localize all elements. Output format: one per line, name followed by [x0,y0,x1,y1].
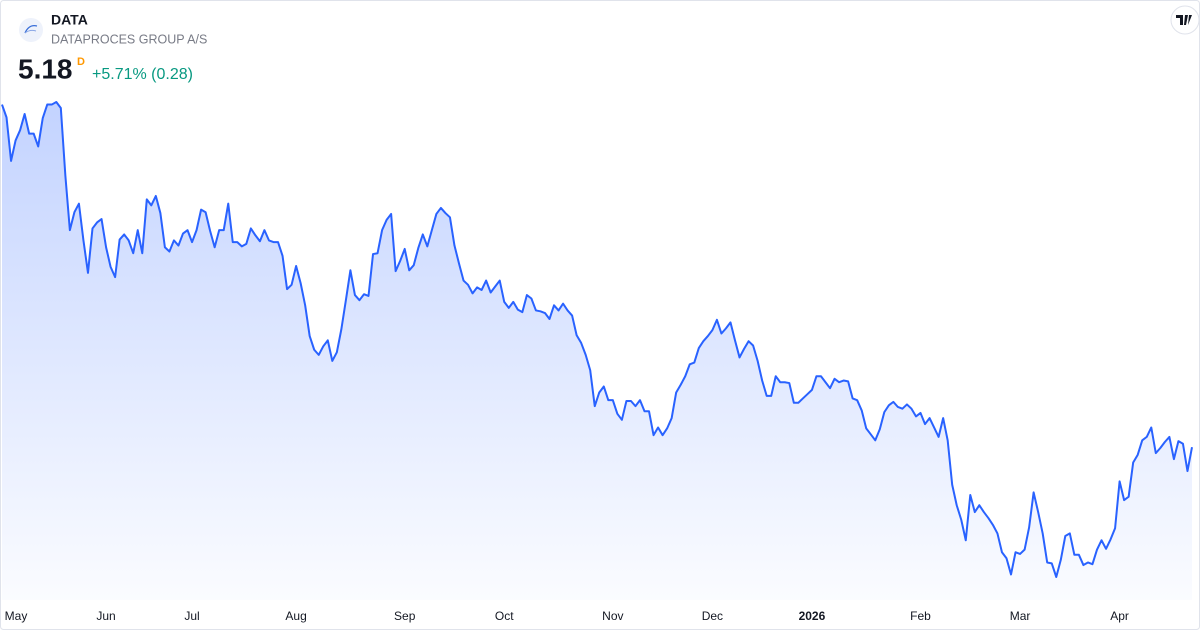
symbol-logo [19,18,43,42]
x-tick-label: Aug [285,609,306,623]
x-tick-label: Mar [1010,609,1031,623]
plot [1,101,1193,600]
x-tick-label: May [5,609,28,623]
x-axis: May Jun Jul Aug Sep Oct Nov Dec 2026 Feb Mar Apr [5,609,1129,623]
symbol: DATA [51,12,88,28]
x-tick-label: Oct [495,609,514,623]
x-tick-label: 2026 [799,609,826,623]
interval: D [77,56,85,68]
change: +5.71% (0.28) [92,66,193,83]
tradingview-logo[interactable] [1170,5,1200,35]
x-tick-label: Dec [702,609,723,623]
x-tick-label: Apr [1110,609,1129,623]
price: 5.18 [18,53,73,84]
company-name: DATAPROCES GROUP A/S [51,32,207,46]
price-line [1,101,1193,578]
x-tick-label: Jun [96,609,115,623]
x-tick-label: Feb [910,609,931,623]
area-fill [2,102,1192,600]
x-tick-label: Jul [184,609,199,623]
x-tick-label: Sep [394,609,416,623]
x-tick-label: Nov [602,609,623,623]
